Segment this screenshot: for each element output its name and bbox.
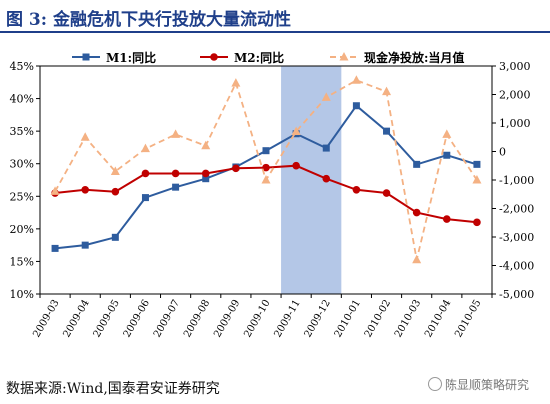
title-rule <box>0 31 550 33</box>
data-point <box>352 102 360 110</box>
data-point <box>382 86 392 96</box>
data-point <box>261 175 271 184</box>
data-point <box>201 169 210 178</box>
left-tick-label: 25% <box>10 190 34 203</box>
figure-title: 图 3: 金融危机下央行投放大量流动性 <box>6 10 291 30</box>
data-point <box>412 208 421 217</box>
source-note: 数据来源:Wind,国泰君安证券研究 <box>6 381 220 397</box>
left-tick-label: 40% <box>10 93 34 106</box>
right-tick-label: -4,000 <box>499 260 534 273</box>
right-tick-label: -2,000 <box>499 203 534 216</box>
left-tick-label: 10% <box>10 288 34 301</box>
right-tick-label: 0 <box>499 146 506 159</box>
x-tick-label: 2009-12 <box>303 298 333 339</box>
data-point <box>81 241 89 249</box>
data-point <box>111 187 120 196</box>
right-tick-label: -3,000 <box>499 231 534 244</box>
left-tick-label: 45% <box>10 60 34 73</box>
legend-marker <box>210 53 218 61</box>
x-tick-label: 2009-07 <box>152 298 182 339</box>
left-tick-label: 20% <box>10 223 34 236</box>
data-point <box>351 75 361 84</box>
data-point <box>322 174 331 183</box>
x-tick-label: 2009-09 <box>212 298 242 339</box>
data-point <box>201 140 211 150</box>
data-point <box>383 127 391 135</box>
data-point <box>202 175 210 183</box>
x-tick-label: 2009-05 <box>92 298 122 339</box>
right-tick-label: 2,000 <box>499 89 531 102</box>
data-point <box>443 151 451 159</box>
x-tick-label: 2010-05 <box>453 298 483 339</box>
legend-label: 现金净投放:当月值 <box>364 50 464 65</box>
right-tick-label: -5,000 <box>499 288 534 301</box>
left-tick-label: 35% <box>10 125 34 138</box>
data-point <box>111 233 119 241</box>
left-tick-label: 15% <box>10 255 34 268</box>
left-tick-label: 30% <box>10 158 34 171</box>
data-point <box>141 194 149 202</box>
liquidity-chart: 10% 15% 20% 25% 30% 35% 40% 45% -5,000 -4,000 -3,0… <box>10 50 535 339</box>
watermark: 陈显顺策略研究 <box>428 376 529 393</box>
x-tick-label: 2010-03 <box>393 298 423 339</box>
data-point <box>322 144 330 152</box>
x-tick-label: 2009-11 <box>272 298 302 339</box>
data-point <box>412 254 422 264</box>
x-tick-label: 2010-01 <box>333 298 363 339</box>
x-tick-label: 2009-08 <box>182 298 212 339</box>
data-point <box>50 186 60 195</box>
x-tick-label: 2010-02 <box>363 298 393 339</box>
legend-marker <box>82 53 90 61</box>
data-point <box>171 129 181 138</box>
data-point <box>413 160 421 168</box>
data-point <box>140 143 150 153</box>
right-tick-label: -1,000 <box>499 174 534 187</box>
data-point <box>382 189 391 197</box>
x-tick-label: 2009-03 <box>31 298 61 339</box>
data-point <box>291 126 301 136</box>
x-tick-label: 2009-04 <box>61 298 91 339</box>
data-point <box>231 78 241 87</box>
wechat-icon <box>428 377 442 391</box>
data-point <box>352 185 361 194</box>
data-point <box>262 147 270 155</box>
data-point <box>110 166 120 175</box>
data-point <box>80 132 90 141</box>
data-point <box>321 92 331 101</box>
data-point <box>141 169 150 178</box>
title-bar: 图 3: 金融危机下央行投放大量流动性 <box>0 0 550 33</box>
x-tick-label: 2009-10 <box>242 298 272 339</box>
data-point <box>171 169 180 178</box>
data-point <box>292 161 300 170</box>
right-tick-label: 1,000 <box>499 117 531 130</box>
data-point <box>81 185 89 194</box>
x-tick-label: 2009-06 <box>122 298 152 339</box>
data-point <box>473 160 481 168</box>
data-point <box>473 218 481 227</box>
data-point <box>442 129 452 138</box>
data-point <box>262 163 270 172</box>
data-point <box>443 215 451 223</box>
x-tick-label: 2010-04 <box>423 298 453 339</box>
right-tick-label: 3,000 <box>499 60 531 73</box>
data-point <box>472 175 482 184</box>
legend-label: M2:同比 <box>234 50 284 65</box>
legend-label: M1:同比 <box>106 50 156 65</box>
data-point <box>172 183 180 191</box>
data-point <box>51 244 59 252</box>
legend-marker <box>339 52 349 61</box>
data-point <box>232 164 240 173</box>
watermark-text: 陈显顺策略研究 <box>445 378 530 392</box>
